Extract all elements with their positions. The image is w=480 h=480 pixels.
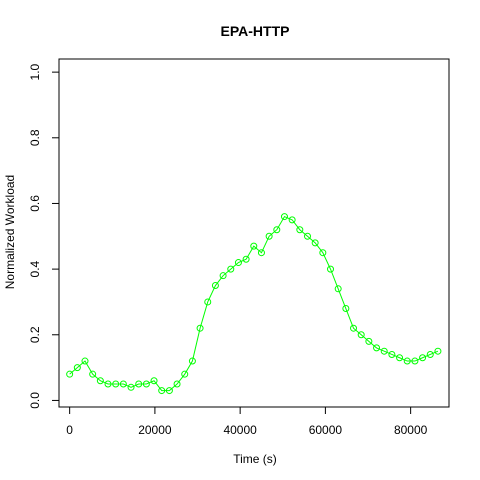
data-point <box>380 347 388 355</box>
data-point <box>334 285 342 293</box>
y-tick-label: 0.6 <box>28 195 42 212</box>
data-point <box>165 387 173 395</box>
data-point <box>73 364 81 372</box>
data-point <box>373 344 381 352</box>
chart-title: EPA-HTTP <box>221 23 290 39</box>
data-point <box>411 357 419 365</box>
data-point <box>319 249 327 257</box>
data-point <box>396 354 404 362</box>
data-point <box>112 380 120 388</box>
data-point <box>81 357 89 365</box>
data-point <box>142 380 150 388</box>
data-point <box>104 380 112 388</box>
data-point <box>89 370 97 378</box>
data-point <box>296 226 304 234</box>
plot-frame <box>58 58 450 408</box>
data-point <box>434 347 442 355</box>
data-point <box>181 370 189 378</box>
data-point <box>280 213 288 221</box>
y-axis: 0.0 0.2 0.4 0.6 0.8 1.0 <box>28 63 60 409</box>
x-tick-label: 20000 <box>138 423 172 437</box>
data-point <box>426 350 434 358</box>
data-point <box>234 259 242 267</box>
data-point <box>150 377 158 385</box>
data-point <box>242 255 250 263</box>
data-point <box>204 298 212 306</box>
data-point <box>173 380 181 388</box>
data-point <box>158 387 166 395</box>
data-point <box>227 265 235 273</box>
y-tick-label: 1.0 <box>28 63 42 80</box>
data-point <box>350 324 358 332</box>
y-tick-label: 0.0 <box>28 392 42 409</box>
data-point <box>303 232 311 240</box>
plot-area <box>66 213 442 395</box>
y-axis-label: Normalized Workload <box>3 175 17 290</box>
x-axis: 0 20000 40000 60000 80000 <box>66 406 428 437</box>
data-point <box>365 337 373 345</box>
y-tick-label: 0.4 <box>28 260 42 277</box>
series-line <box>69 215 439 392</box>
x-tick-label: 0 <box>66 423 73 437</box>
data-point <box>188 357 196 365</box>
data-point <box>403 357 411 365</box>
x-tick-label: 60000 <box>309 423 343 437</box>
data-point <box>265 232 273 240</box>
data-point <box>288 216 296 224</box>
data-point <box>273 226 281 234</box>
data-point <box>357 331 365 339</box>
data-point <box>196 324 204 332</box>
data-point <box>66 370 74 378</box>
data-point <box>119 380 127 388</box>
data-point <box>219 272 227 280</box>
data-point <box>250 242 258 250</box>
y-tick-label: 0.8 <box>28 129 42 146</box>
data-point <box>257 249 265 257</box>
data-point <box>311 239 319 247</box>
data-point <box>419 354 427 362</box>
x-tick-label: 80000 <box>394 423 428 437</box>
data-point <box>127 383 135 391</box>
x-tick-label: 40000 <box>223 423 257 437</box>
x-axis-label: Time (s) <box>233 452 277 466</box>
data-point <box>327 265 335 273</box>
data-point <box>342 305 350 313</box>
data-point <box>211 282 219 290</box>
data-point <box>388 350 396 358</box>
data-point <box>135 380 143 388</box>
y-tick-label: 0.2 <box>28 326 42 343</box>
data-point <box>96 377 104 385</box>
